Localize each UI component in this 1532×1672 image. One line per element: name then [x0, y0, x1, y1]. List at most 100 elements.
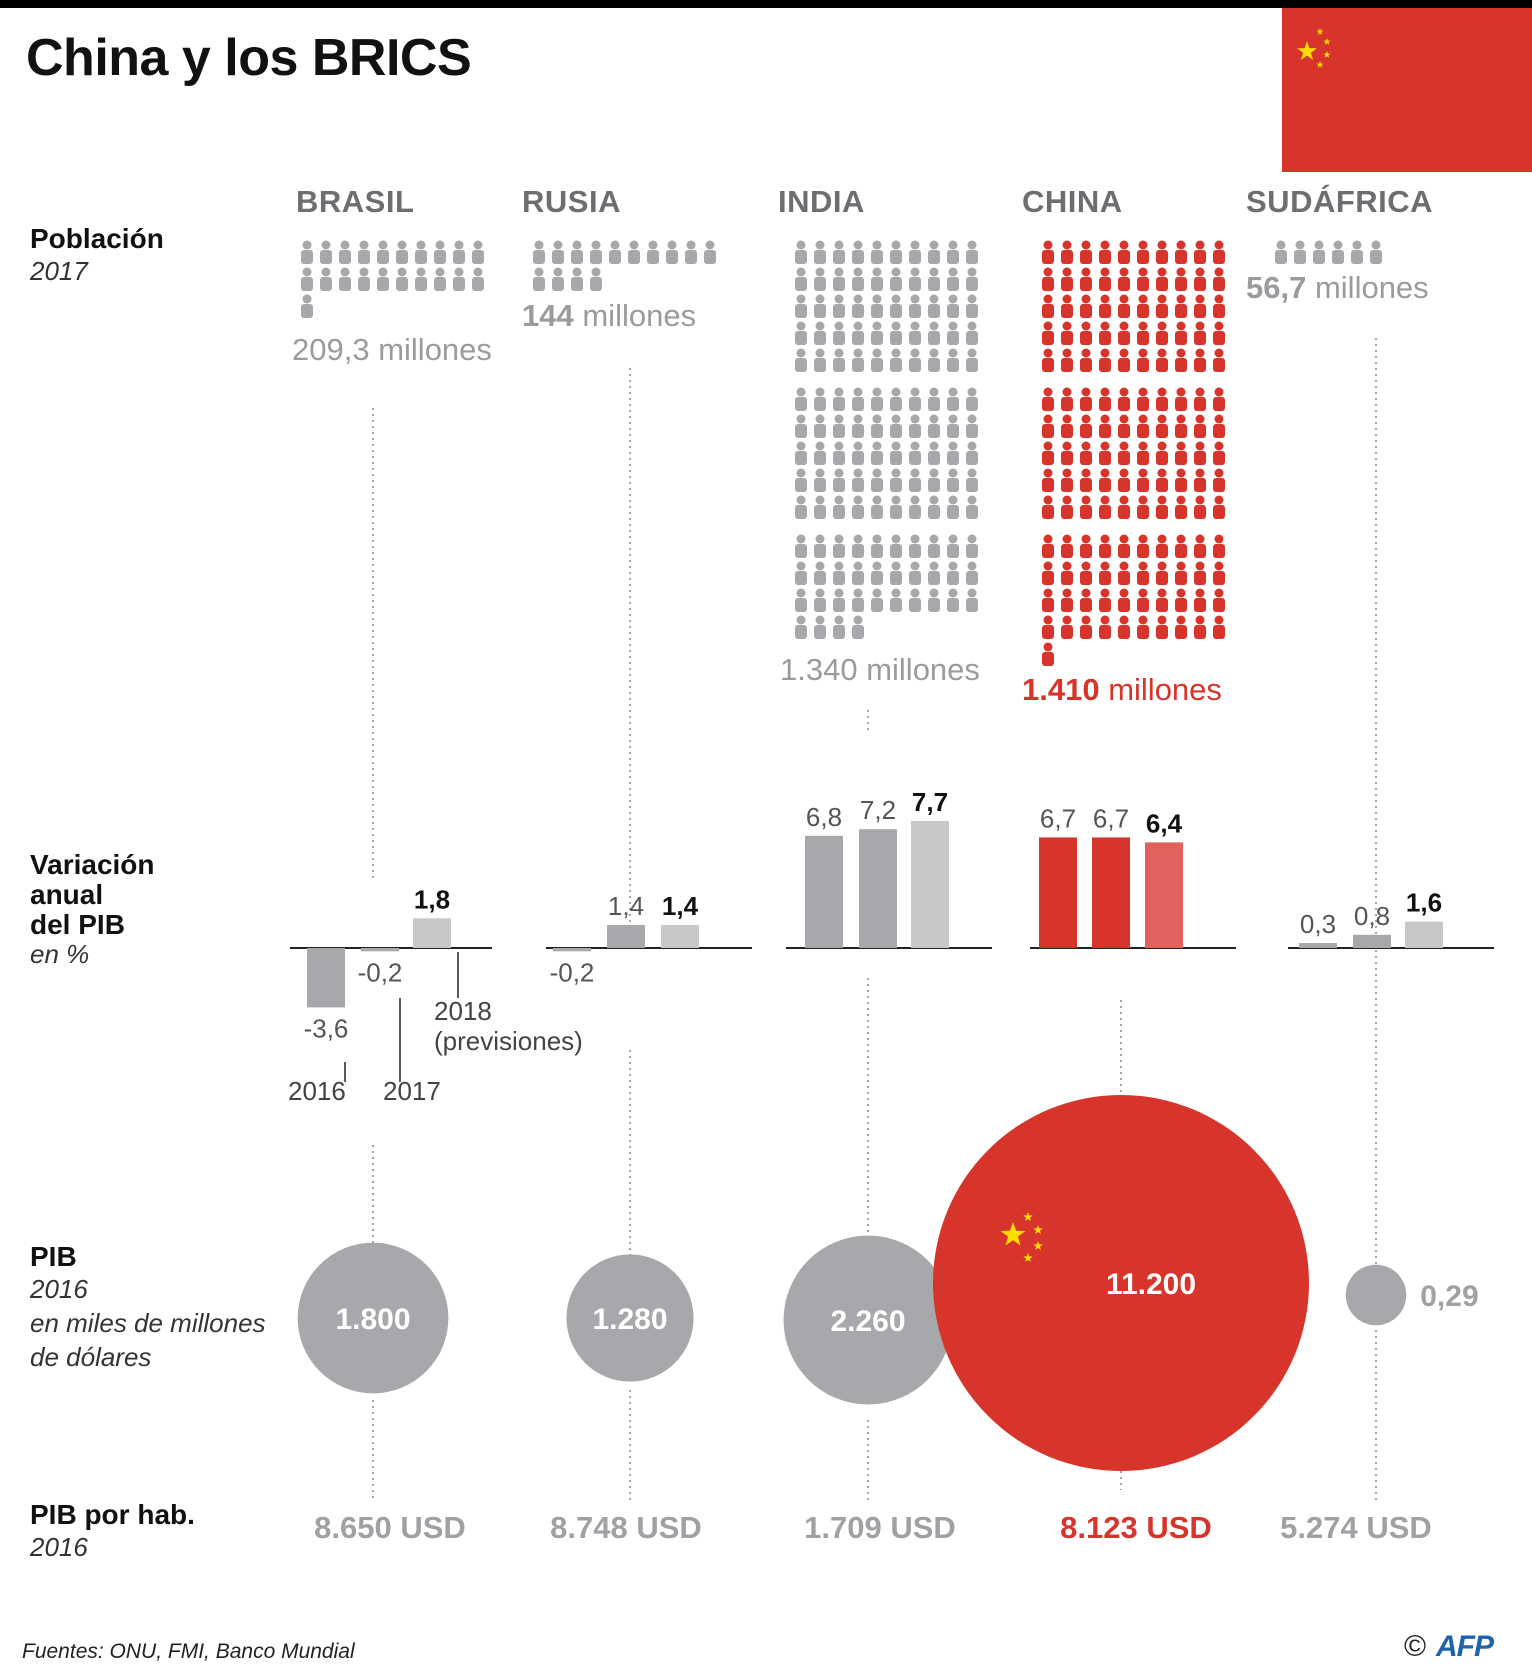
gdp-pc-brasil: 8.650 USD: [314, 1510, 466, 1545]
person-icon: [795, 387, 807, 411]
person-icon: [852, 321, 864, 345]
person-icon: [1061, 414, 1073, 438]
person-icon: [852, 348, 864, 372]
person-icon: [1213, 294, 1225, 318]
person-icon: [1099, 534, 1111, 558]
person-icon: [1213, 267, 1225, 291]
person-icon: [833, 534, 845, 558]
person-icon: [1137, 294, 1149, 318]
person-icon: [1156, 534, 1168, 558]
person-icon: [1042, 588, 1054, 612]
person-icon: [1061, 615, 1073, 639]
person-icon: [890, 495, 902, 519]
person-icon: [1194, 468, 1206, 492]
person-icon: [928, 441, 940, 465]
person-icon: [1061, 294, 1073, 318]
person-icon: [1156, 348, 1168, 372]
person-icon: [1156, 588, 1168, 612]
person-icon: [1061, 348, 1073, 372]
person-icon: [966, 561, 978, 585]
person-icon: [339, 267, 351, 291]
person-icon: [852, 534, 864, 558]
person-icon: [966, 495, 978, 519]
person-icon: [1042, 561, 1054, 585]
person-icon: [795, 414, 807, 438]
person-icon: [1042, 321, 1054, 345]
person-icon: [1118, 468, 1130, 492]
person-icon: [947, 267, 959, 291]
person-icon: [1042, 267, 1054, 291]
person-icon: [814, 561, 826, 585]
person-icon: [795, 588, 807, 612]
person-icon: [928, 294, 940, 318]
person-icon: [1118, 441, 1130, 465]
person-icon: [1213, 615, 1225, 639]
person-icon: [947, 495, 959, 519]
person-icon: [852, 468, 864, 492]
person-icon: [1061, 240, 1073, 264]
gdp-bubble-value: 0,29: [1420, 1280, 1478, 1313]
person-icon: [1175, 387, 1187, 411]
person-icon: [1137, 387, 1149, 411]
person-icon: [890, 240, 902, 264]
person-icon: [814, 441, 826, 465]
person-icon: [928, 240, 940, 264]
person-icon: [1175, 294, 1187, 318]
person-icon: [1313, 240, 1325, 264]
gdp-change-unit: en %: [30, 939, 90, 969]
person-icon: [1061, 495, 1073, 519]
person-icon: [552, 267, 564, 291]
gdp-change-label-1: Variación: [30, 849, 155, 880]
person-icon: [833, 495, 845, 519]
person-icon: [1175, 414, 1187, 438]
person-icon: [1194, 615, 1206, 639]
person-icon: [453, 240, 465, 264]
population-value-sudafrica: 56,7 millones: [1246, 270, 1429, 305]
person-icon: [909, 468, 921, 492]
person-icon: [890, 294, 902, 318]
person-icon: [1080, 495, 1092, 519]
person-icon: [1351, 240, 1363, 264]
person-icon: [1275, 240, 1287, 264]
person-icon: [571, 240, 583, 264]
person-icon: [1213, 441, 1225, 465]
person-icon: [833, 468, 845, 492]
gdp-bubble-value: 1.800: [335, 1303, 410, 1336]
person-icon: [320, 267, 332, 291]
person-icon: [814, 534, 826, 558]
gdp-growth-value: 6,8: [806, 802, 842, 832]
person-icon: [814, 387, 826, 411]
person-icon: [1080, 267, 1092, 291]
gdp-bubble: [783, 1235, 953, 1405]
person-icon: [1194, 294, 1206, 318]
flag-big-star: [1297, 41, 1317, 60]
person-icon: [1042, 615, 1054, 639]
person-icon: [814, 588, 826, 612]
person-icon: [871, 267, 883, 291]
person-icon: [1137, 267, 1149, 291]
person-icon: [795, 348, 807, 372]
person-icon: [1137, 588, 1149, 612]
person-icon: [434, 267, 446, 291]
person-icon: [1118, 414, 1130, 438]
person-icon: [1080, 387, 1092, 411]
person-icon: [1213, 240, 1225, 264]
gdp-bubble-value: 2.260: [830, 1305, 905, 1338]
person-icon: [795, 321, 807, 345]
person-icon: [814, 348, 826, 372]
person-icon: [1042, 294, 1054, 318]
person-icon: [852, 294, 864, 318]
gdp-growth-bar: [553, 948, 591, 952]
person-icon: [833, 588, 845, 612]
person-icon: [947, 348, 959, 372]
person-icon: [966, 240, 978, 264]
person-icon: [590, 267, 602, 291]
person-icon: [928, 495, 940, 519]
person-icon: [814, 495, 826, 519]
person-icon: [1080, 240, 1092, 264]
gdp-growth-value: 6,4: [1146, 808, 1183, 838]
person-icon: [685, 240, 697, 264]
person-icon: [909, 588, 921, 612]
person-icon: [1213, 348, 1225, 372]
